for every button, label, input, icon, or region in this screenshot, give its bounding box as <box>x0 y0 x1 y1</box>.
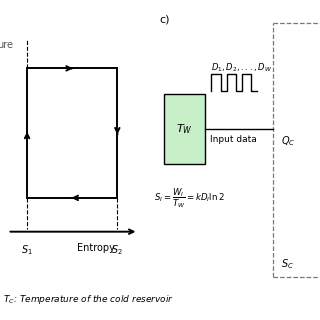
Text: $S_2$: $S_2$ <box>111 243 123 257</box>
Text: $Q_C$: $Q_C$ <box>281 135 295 148</box>
Text: ure: ure <box>0 40 13 50</box>
Text: $S_C$: $S_C$ <box>281 257 294 271</box>
Text: $S_1$: $S_1$ <box>21 243 33 257</box>
Text: $D_1, D_2, ..., D_W$: $D_1, D_2, ..., D_W$ <box>212 61 273 74</box>
Text: $T_W$: $T_W$ <box>176 122 193 136</box>
Text: $S_I = \dfrac{W_I}{T_W} = kD_I \ln 2$: $S_I = \dfrac{W_I}{T_W} = kD_I \ln 2$ <box>154 187 225 210</box>
Text: c): c) <box>159 15 169 25</box>
Text: $T_C$: Temperature of the cold reservoir: $T_C$: Temperature of the cold reservoir <box>3 293 174 306</box>
Bar <box>164 94 205 164</box>
Text: Input data: Input data <box>210 134 257 144</box>
Text: Entropy: Entropy <box>76 243 115 253</box>
